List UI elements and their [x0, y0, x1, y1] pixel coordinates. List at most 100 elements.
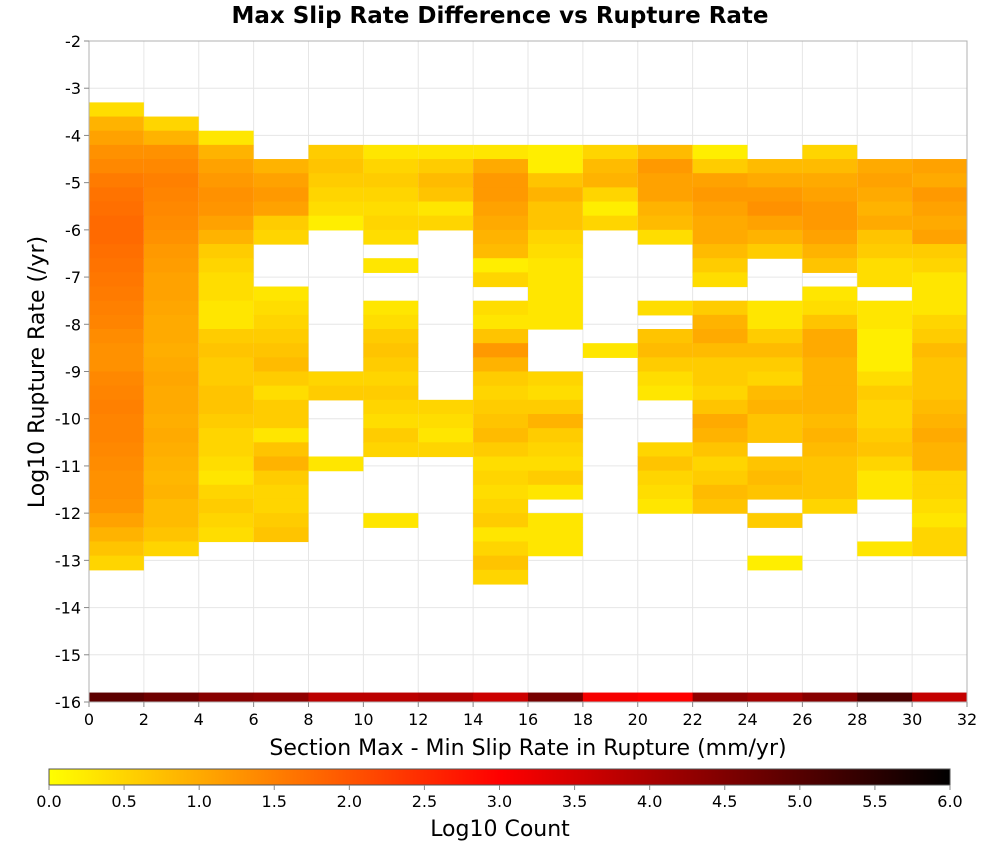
- heatmap-cell: [253, 498, 309, 514]
- heatmap-cell: [528, 399, 583, 415]
- heatmap-cell: [528, 244, 583, 259]
- heatmap-cell: [912, 470, 967, 486]
- heatmap-cell: [857, 258, 913, 273]
- heatmap-cell: [143, 371, 199, 387]
- heatmap-cell: [582, 173, 638, 188]
- heatmap-cell: [747, 187, 803, 203]
- y-tick-label: -14: [55, 599, 81, 618]
- heatmap-cell: [692, 201, 748, 217]
- heatmap-cell: [89, 527, 144, 543]
- heatmap-cell: [637, 144, 693, 160]
- heatmap-cell: [473, 456, 528, 472]
- heatmap-cell: [528, 541, 583, 557]
- heatmap-cell: [912, 456, 967, 472]
- heatmap-cell: [857, 357, 913, 373]
- colorbar-ticks: 0.0 0.5 1.0 1.5 2.0 2.5 3.0 3.5 4.0 4.5 5.0 5.5 6.0: [36, 785, 963, 811]
- heatmap-cell: [198, 329, 254, 344]
- heatmap-cell: [89, 229, 144, 245]
- heatmap-cell: [912, 272, 967, 288]
- heatmap-cell: [89, 159, 144, 174]
- heatmap-cell: [857, 229, 913, 245]
- heatmap-cell: [473, 173, 528, 188]
- heatmap-cell: [802, 357, 858, 373]
- heatmap-cell: [637, 456, 693, 472]
- heatmap-cell: [912, 258, 967, 273]
- heatmap-cell: [747, 555, 803, 571]
- heatmap-cell-bottom: [418, 692, 474, 702]
- heatmap-cell: [89, 484, 144, 500]
- heatmap-cell: [637, 343, 693, 358]
- heatmap-cell: [692, 258, 748, 273]
- heatmap-cell: [473, 399, 528, 415]
- heatmap-cell: [692, 399, 748, 415]
- heatmap-cell: [802, 201, 858, 217]
- x-tick-label: 20: [628, 710, 648, 729]
- heatmap-cell: [198, 187, 254, 203]
- heatmap-cell: [89, 385, 144, 401]
- x-tick-label: 4: [194, 710, 204, 729]
- heatmap-cell: [363, 428, 419, 443]
- heatmap-cell: [692, 456, 748, 472]
- heatmap-cell: [89, 258, 144, 273]
- heatmap-cell: [912, 385, 967, 401]
- heatmap-cell: [89, 173, 144, 188]
- heatmap-cell: [912, 527, 967, 543]
- heatmap-cell: [637, 442, 693, 458]
- x-tick-label: 32: [957, 710, 977, 729]
- heatmap-cell: [143, 484, 199, 500]
- heatmap-cell: [143, 343, 199, 358]
- heatmap-cell: [912, 229, 967, 245]
- heatmap-cell: [692, 357, 748, 373]
- y-tick-label: -12: [55, 504, 81, 523]
- heatmap-cell: [802, 371, 858, 387]
- heatmap-cell: [418, 399, 474, 415]
- heatmap-cell: [912, 215, 967, 231]
- heatmap-cell: [363, 371, 419, 387]
- heatmap-cell-bottom: [528, 692, 584, 702]
- heatmap-cell-bottom: [637, 692, 694, 702]
- x-tick-label: 10: [353, 710, 373, 729]
- heatmap-cell: [692, 413, 748, 429]
- heatmap-cell: [637, 300, 693, 316]
- heatmap-cell: [912, 300, 967, 316]
- heatmap-cell: [418, 428, 474, 443]
- heatmap-cell: [143, 513, 199, 528]
- heatmap-cell: [198, 399, 254, 415]
- heatmap-cell: [143, 470, 199, 486]
- heatmap-cell: [89, 300, 144, 316]
- heatmap-cell: [857, 300, 913, 316]
- heatmap-cell: [692, 371, 748, 387]
- heatmap-cell: [528, 484, 583, 500]
- heatmap-cell: [528, 442, 583, 458]
- heatmap-cell: [253, 329, 309, 344]
- heatmap-cell: [802, 187, 858, 203]
- heatmap-cell: [308, 159, 364, 174]
- heatmap-cell: [198, 413, 254, 429]
- heatmap-cell: [143, 498, 199, 514]
- heatmap-cell: [143, 442, 199, 458]
- heatmap-cell: [857, 343, 913, 358]
- heatmap-cell: [363, 442, 419, 458]
- heatmap-cell: [802, 173, 858, 188]
- heatmap-cell: [857, 272, 913, 288]
- heatmap-cell: [692, 484, 748, 500]
- colorbar-tick-label: 2.5: [412, 792, 437, 811]
- heatmap-cell: [802, 286, 858, 302]
- colorbar-tick-label: 2.0: [337, 792, 362, 811]
- heatmap-cell: [637, 484, 693, 500]
- heatmap-cell: [89, 187, 144, 203]
- x-tick-label: 26: [792, 710, 812, 729]
- heatmap-cell: [89, 314, 144, 330]
- heatmap-cell: [253, 527, 309, 543]
- heatmap-cell: [912, 329, 967, 344]
- heatmap-cell: [308, 215, 364, 231]
- heatmap-cell: [198, 314, 254, 330]
- heatmap-cell: [692, 215, 748, 231]
- heatmap-cell: [857, 173, 913, 188]
- heatmap-cell: [89, 456, 144, 472]
- heatmap-cell: [473, 569, 528, 585]
- heatmap-cell: [363, 343, 419, 358]
- heatmap-cell: [637, 173, 693, 188]
- colorbar-tick-label: 0.5: [111, 792, 136, 811]
- heatmap-cell: [143, 314, 199, 330]
